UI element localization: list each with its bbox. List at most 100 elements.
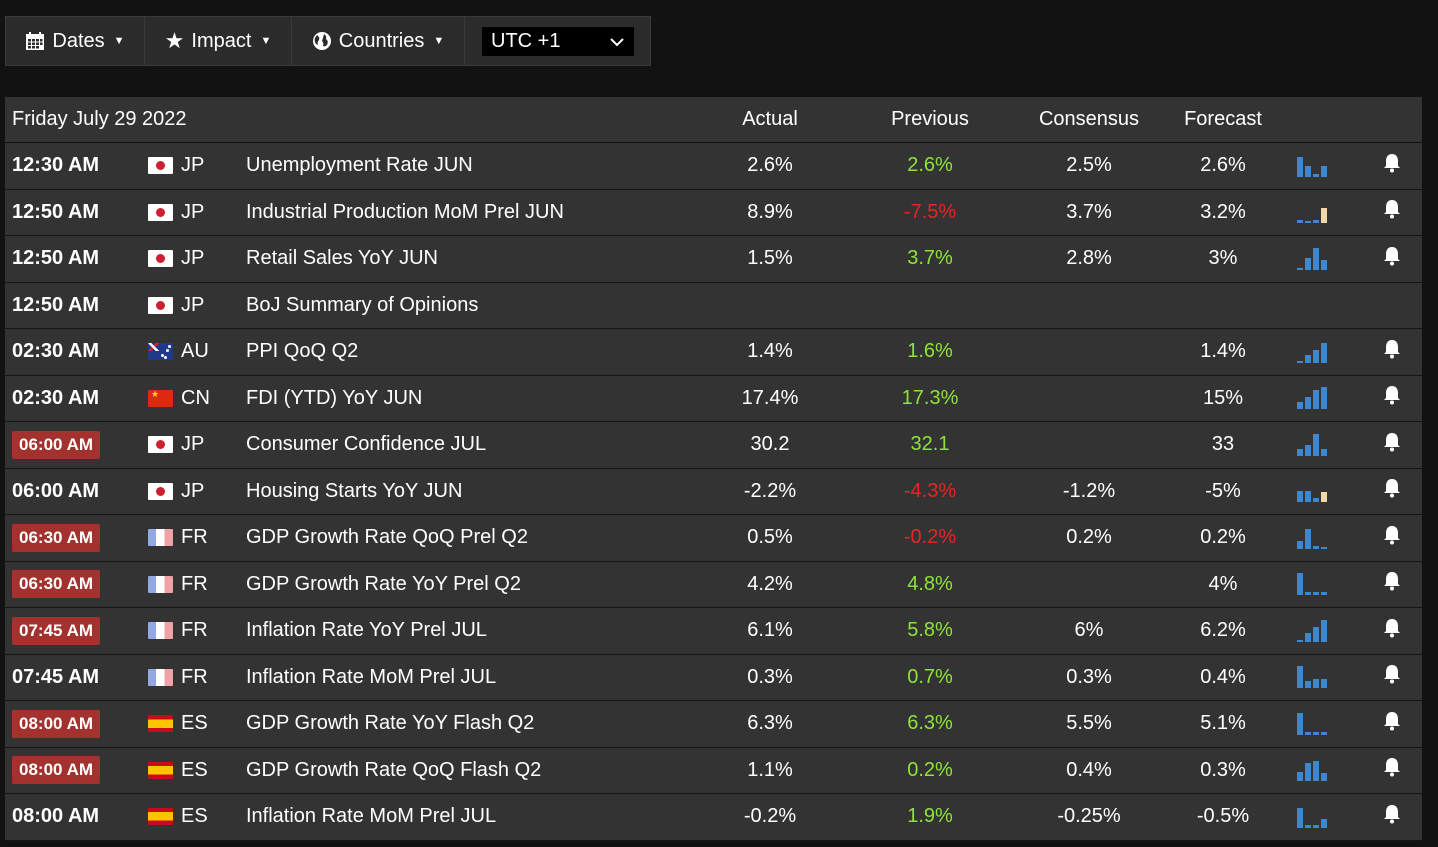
table-row[interactable]: 07:45 AM FR Inflation Rate YoY Prel JUL … [5,608,1422,655]
event-name-link[interactable]: Consumer Confidence JUL [246,433,487,456]
consensus-value: 0.4% [1066,758,1112,781]
country-cell[interactable]: JP [148,422,204,468]
country-cell[interactable]: ES [148,701,208,747]
actual-value: -0.2% [743,805,797,828]
previous-value: 3.7% [907,247,953,270]
bell-icon[interactable] [1383,339,1401,365]
history-sparkline[interactable] [1297,387,1327,410]
time-cell: 07:45 AM [12,608,101,654]
table-header: Friday July 29 2022 Actual Previous Cons… [5,97,1422,143]
countries-dropdown-button[interactable]: Countries ▼ [292,17,465,65]
bell-icon[interactable] [1383,478,1401,504]
event-name-link[interactable]: Inflation Rate MoM Prel JUL [246,805,497,828]
country-cell[interactable]: ES [148,748,208,794]
impact-dropdown-button[interactable]: ★ Impact ▼ [145,17,292,65]
table-row[interactable]: 08:00 AM ES GDP Growth Rate QoQ Flash Q2… [5,747,1422,794]
country-cell[interactable]: JP [148,190,204,236]
table-row[interactable]: 12:50 AM JP BoJ Summary of Opinions [5,282,1422,329]
country-cell[interactable]: AU [148,329,209,375]
timezone-select[interactable]: UTC +1 [482,26,634,56]
sparkline-bar [1313,824,1319,828]
event-name-link[interactable]: GDP Growth Rate QoQ Flash Q2 [246,758,542,781]
history-sparkline[interactable] [1297,666,1327,689]
time-cell: 08:00 AM [12,701,101,747]
country-cell[interactable]: ES [148,794,208,840]
table-row[interactable]: 02:30 AM CN FDI (YTD) YoY JUN 17.4% 17.3… [5,375,1422,422]
table-row[interactable]: 08:00 AM ES Inflation Rate MoM Prel JUL … [5,794,1422,841]
country-cell[interactable]: FR [148,562,208,608]
history-sparkline[interactable] [1297,155,1327,177]
time-cell: 06:30 AM [12,515,101,561]
bell-icon[interactable] [1383,804,1401,830]
sparkline-bar [1321,818,1327,828]
event-time: 02:30 AM [12,386,100,409]
globe-icon [312,31,332,51]
event-name-link[interactable]: GDP Growth Rate YoY Prel Q2 [246,572,521,595]
event-name-link[interactable]: GDP Growth Rate YoY Flash Q2 [246,712,535,735]
history-sparkline[interactable] [1297,619,1327,642]
event-name-link[interactable]: BoJ Summary of Opinions [246,293,479,316]
actual-column-header: Actual [742,108,798,130]
country-cell[interactable]: JP [148,283,204,329]
alert-cell [1383,515,1401,561]
bell-icon[interactable] [1383,385,1401,411]
history-sparkline[interactable] [1297,341,1327,363]
bell-icon[interactable] [1383,757,1401,783]
table-row[interactable]: 12:30 AM JP Unemployment Rate JUN 2.6% 2… [5,143,1422,190]
flag-icon [148,203,173,221]
table-row[interactable]: 06:30 AM FR GDP Growth Rate YoY Prel Q2 … [5,561,1422,608]
bell-icon[interactable] [1383,618,1401,644]
history-sparkline[interactable] [1297,247,1327,270]
time-cell: 12:50 AM [12,190,99,236]
alert-cell [1383,469,1401,515]
history-sparkline[interactable] [1297,573,1327,596]
country-cell[interactable]: FR [148,655,208,701]
event-time: 12:50 AM [12,293,100,316]
table-row[interactable]: 02:30 AM AU PPI QoQ Q2 1.4% 1.6% 1.4% [5,329,1422,376]
sparkline-bar [1297,573,1303,596]
event-name-link[interactable]: Housing Starts YoY JUN [246,479,463,502]
history-sparkline[interactable] [1297,201,1327,224]
bell-icon[interactable] [1383,664,1401,690]
time-badge: 06:30 AM [12,523,101,552]
event-name-link[interactable]: Unemployment Rate JUN [246,154,473,177]
event-name-link[interactable]: Retail Sales YoY JUN [246,247,438,270]
country-cell[interactable]: JP [148,236,204,282]
event-name-link[interactable]: Inflation Rate MoM Prel JUL [246,665,497,688]
bell-icon[interactable] [1383,525,1401,551]
event-name-link[interactable]: Inflation Rate YoY Prel JUL [246,619,487,642]
table-row[interactable]: 06:30 AM FR GDP Growth Rate QoQ Prel Q2 … [5,515,1422,562]
history-sparkline[interactable] [1297,806,1327,828]
event-name-link[interactable]: FDI (YTD) YoY JUN [246,386,423,409]
bell-icon[interactable] [1383,199,1401,225]
bell-icon[interactable] [1383,711,1401,737]
country-cell[interactable]: FR [148,515,208,561]
event-time: 12:30 AM [12,154,100,177]
bell-icon[interactable] [1383,153,1401,179]
event-name-link[interactable]: GDP Growth Rate QoQ Prel Q2 [246,526,528,549]
table-body: 12:30 AM JP Unemployment Rate JUN 2.6% 2… [5,143,1422,841]
table-row[interactable]: 06:00 AM JP Consumer Confidence JUL 30.2… [5,422,1422,469]
previous-value: 0.7% [907,665,953,688]
event-name-link[interactable]: PPI QoQ Q2 [246,340,359,363]
country-cell[interactable]: JP [148,469,204,515]
dates-dropdown-button[interactable]: Dates ▼ [6,17,145,65]
bell-icon[interactable] [1383,571,1401,597]
country-cell[interactable]: CN [148,376,210,422]
table-row[interactable]: 12:50 AM JP Retail Sales YoY JUN 1.5% 3.… [5,236,1422,283]
history-sparkline[interactable] [1297,712,1327,735]
sparkline-bar [1313,679,1319,689]
country-cell[interactable]: JP [148,143,204,189]
bell-icon[interactable] [1383,432,1401,458]
history-sparkline[interactable] [1297,527,1327,549]
history-sparkline[interactable] [1297,433,1327,456]
event-name-link[interactable]: Industrial Production MoM Prel JUN [246,200,564,223]
country-cell[interactable]: FR [148,608,208,654]
bell-icon[interactable] [1383,246,1401,272]
table-row[interactable]: 12:50 AM JP Industrial Production MoM Pr… [5,189,1422,236]
table-row[interactable]: 07:45 AM FR Inflation Rate MoM Prel JUL … [5,654,1422,701]
table-row[interactable]: 08:00 AM ES GDP Growth Rate YoY Flash Q2… [5,701,1422,748]
history-sparkline[interactable] [1297,759,1327,782]
history-sparkline[interactable] [1297,480,1327,503]
table-row[interactable]: 06:00 AM JP Housing Starts YoY JUN -2.2%… [5,468,1422,515]
